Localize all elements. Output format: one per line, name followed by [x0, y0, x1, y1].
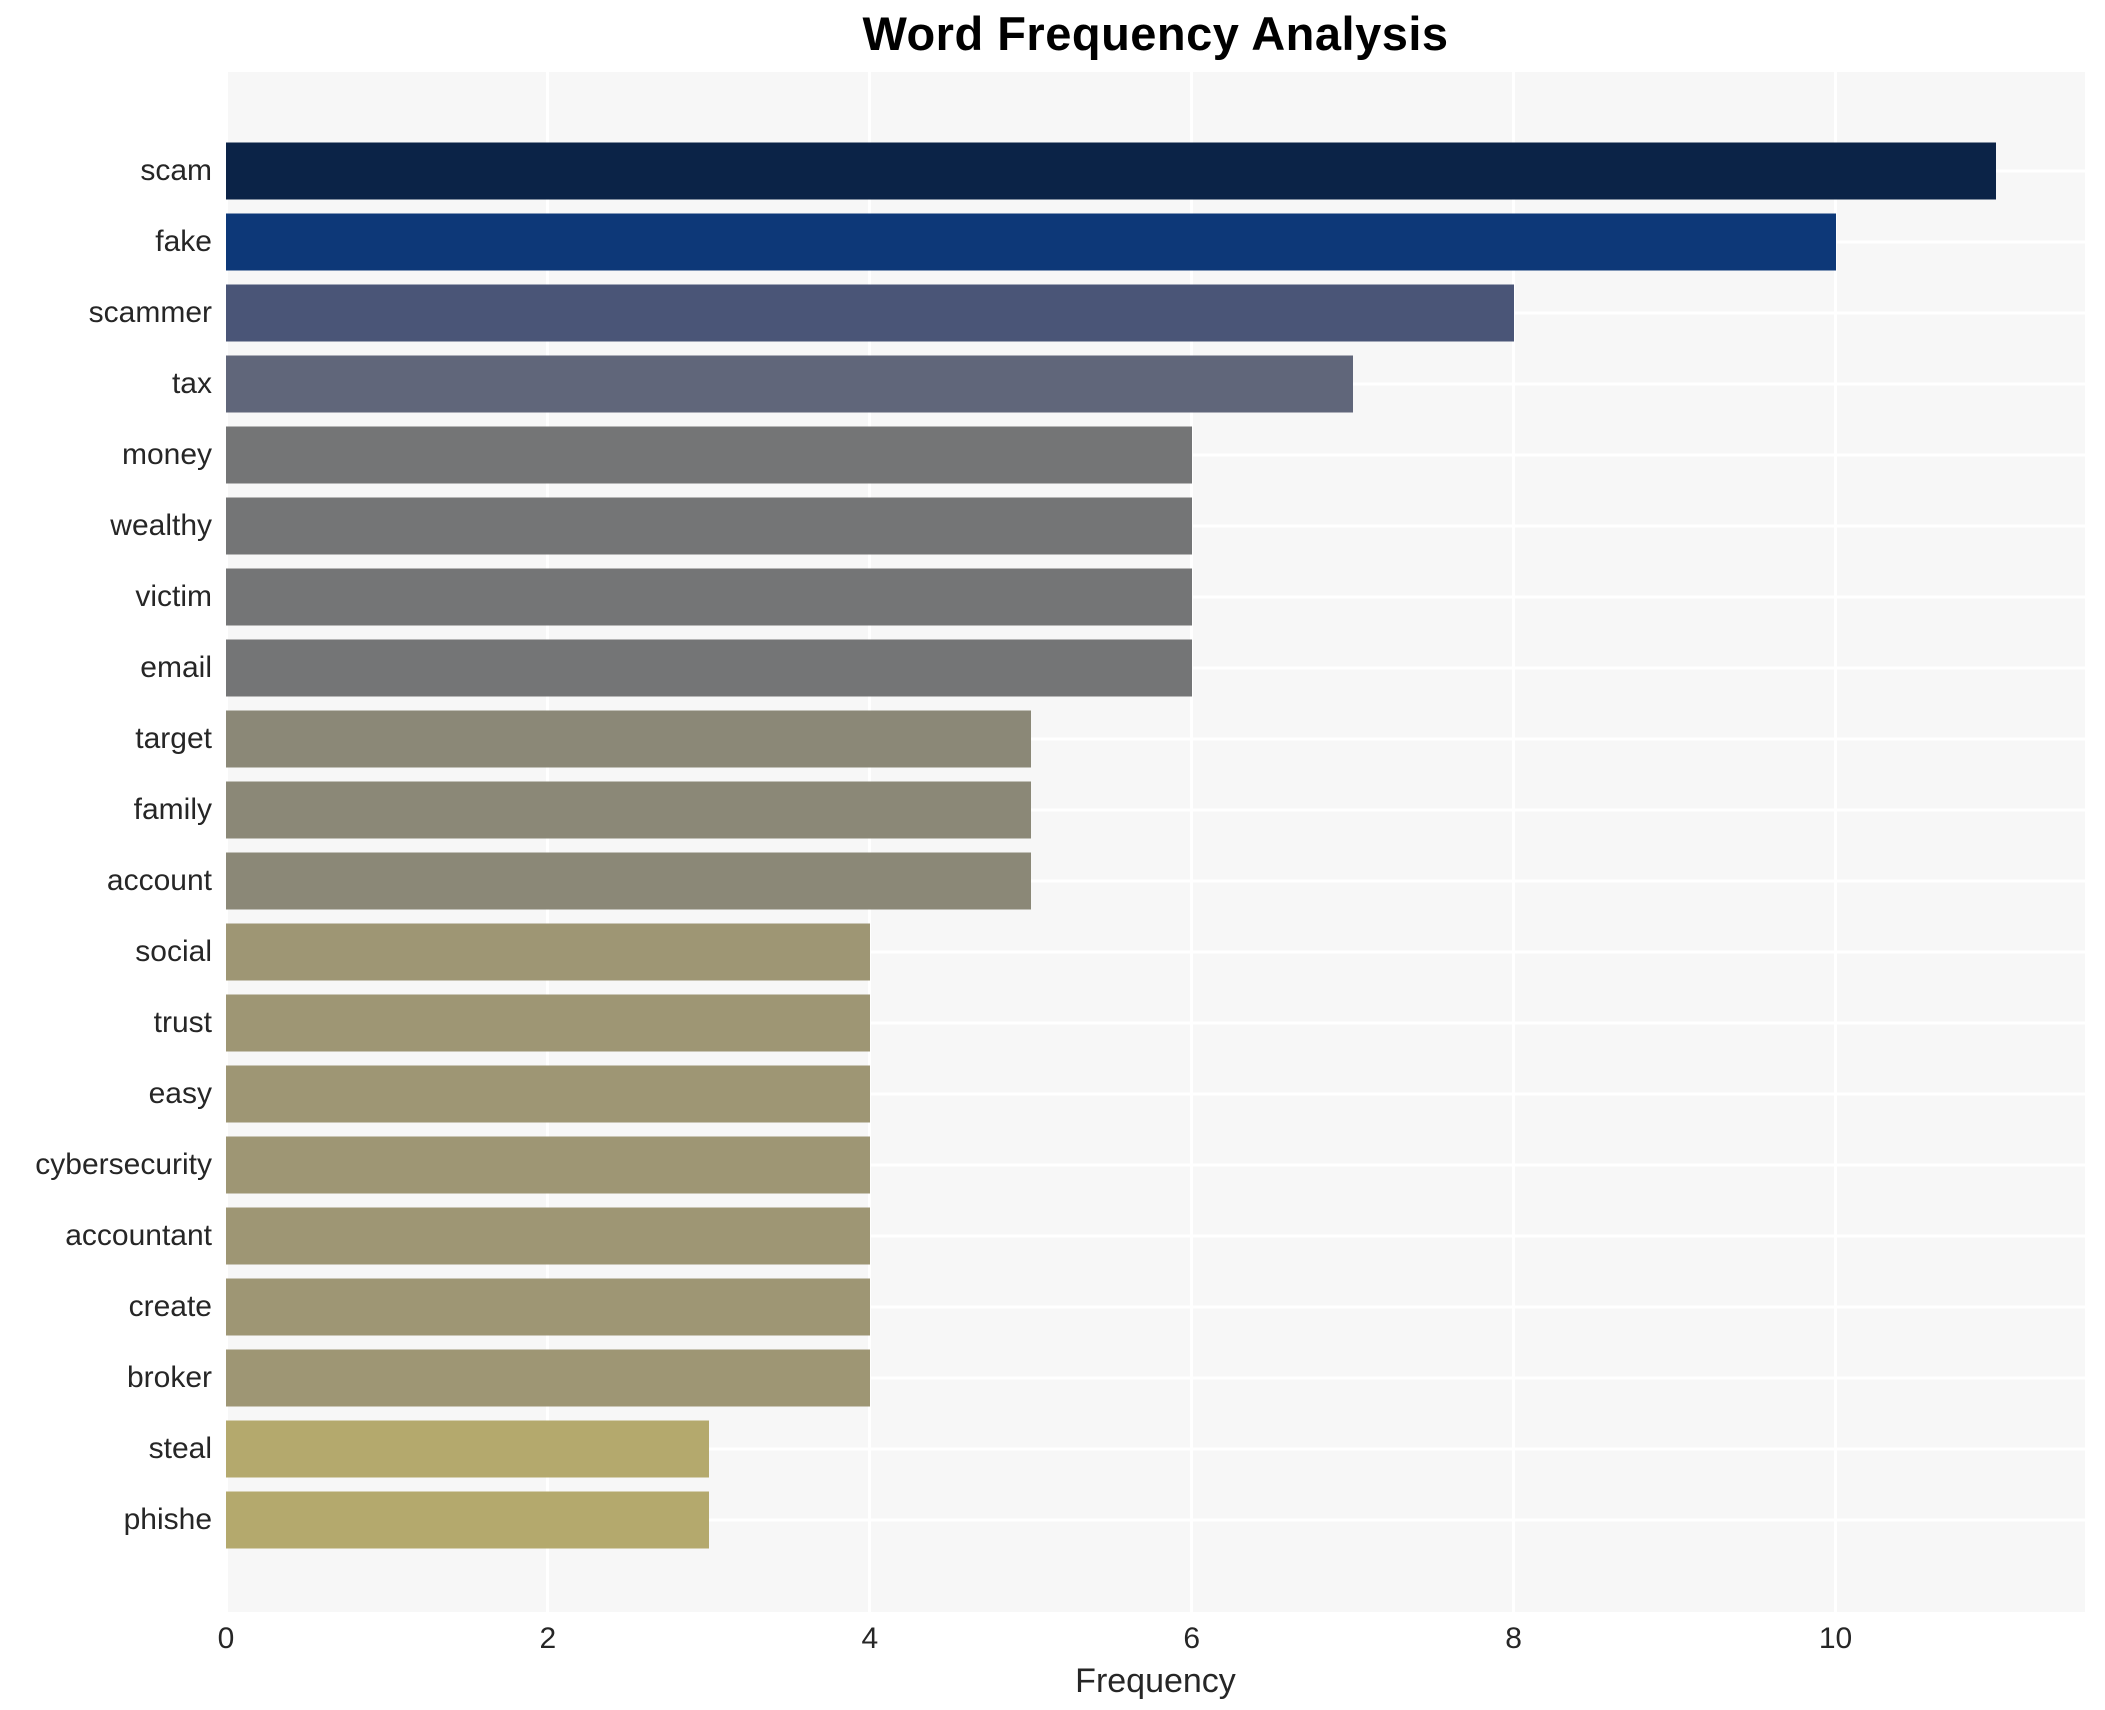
- y-tick-label-victim: victim: [135, 579, 212, 613]
- x-axis-label: Frequency: [1075, 1662, 1236, 1700]
- y-tick-label-scammer: scammer: [88, 295, 212, 329]
- bar-phishe: [226, 1491, 709, 1548]
- bar-row-trust: [226, 987, 2085, 1058]
- plot-area: [224, 72, 2085, 1612]
- bar-row-family: [226, 774, 2085, 845]
- y-tick-label-steal: steal: [148, 1431, 212, 1465]
- bar-row-money: [226, 419, 2085, 490]
- bar-row-scammer: [226, 277, 2085, 348]
- bar-row-broker: [226, 1342, 2085, 1413]
- bar-account: [226, 852, 1031, 909]
- y-tick-label-broker: broker: [126, 1360, 212, 1394]
- vertical-gridline: [1834, 72, 1838, 1612]
- y-tick-label-account: account: [106, 863, 212, 897]
- bar-row-scam: [226, 135, 2085, 206]
- vertical-gridline: [546, 72, 550, 1612]
- vertical-gridline: [868, 72, 872, 1612]
- bar-email: [226, 639, 1192, 696]
- horizontal-gridline: [226, 1163, 2085, 1166]
- bar-accountant: [226, 1207, 870, 1264]
- x-axis-tick-labels: 0 2 4 6 8 10: [218, 1622, 2085, 1662]
- bar-row-account: [226, 845, 2085, 916]
- bar-row-email: [226, 632, 2085, 703]
- horizontal-gridline: [226, 879, 2085, 882]
- bar-scam: [226, 142, 1997, 199]
- y-axis-labels: scam fake scammer tax money wealthy victim emai…: [0, 135, 212, 1555]
- bar-row-phishe: [226, 1484, 2085, 1555]
- bar-row-social: [226, 916, 2085, 987]
- bar-rows: [226, 72, 2085, 1612]
- x-tick-label-10: 10: [1818, 1622, 1853, 1655]
- horizontal-gridline: [226, 1305, 2085, 1308]
- bar-row-target: [226, 703, 2085, 774]
- y-tick-label-wealthy: wealthy: [110, 508, 212, 542]
- bar-money: [226, 426, 1192, 483]
- bar-easy: [226, 1065, 870, 1122]
- bar-scammer: [226, 284, 1514, 341]
- horizontal-gridline: [226, 1518, 2085, 1521]
- y-tick-label-email: email: [140, 650, 212, 684]
- vertical-gridline: [224, 72, 228, 1612]
- y-tick-label-family: family: [133, 792, 212, 826]
- bar-row-easy: [226, 1058, 2085, 1129]
- bar-row-cybersecurity: [226, 1129, 2085, 1200]
- y-tick-label-create: create: [128, 1289, 212, 1323]
- bar-trust: [226, 994, 870, 1051]
- horizontal-gridline: [226, 1021, 2085, 1024]
- bar-social: [226, 923, 870, 980]
- bar-cybersecurity: [226, 1136, 870, 1193]
- horizontal-gridline: [226, 1447, 2085, 1450]
- y-tick-label-tax: tax: [171, 366, 212, 400]
- bar-row-wealthy: [226, 490, 2085, 561]
- x-tick-label-0: 0: [217, 1622, 235, 1655]
- vertical-gridline: [1190, 72, 1194, 1612]
- bar-row-accountant: [226, 1200, 2085, 1271]
- horizontal-gridline: [226, 1376, 2085, 1379]
- horizontal-gridline: [226, 950, 2085, 953]
- bar-row-create: [226, 1271, 2085, 1342]
- bar-row-victim: [226, 561, 2085, 632]
- y-tick-label-fake: fake: [155, 224, 212, 258]
- vertical-gridline: [1512, 72, 1516, 1612]
- chart-title: Word Frequency Analysis: [862, 7, 1449, 60]
- bar-wealthy: [226, 497, 1192, 554]
- bar-row-tax: [226, 348, 2085, 419]
- y-tick-label-phishe: phishe: [123, 1502, 212, 1536]
- x-tick-label-8: 8: [1505, 1622, 1522, 1655]
- x-tick-label-2: 2: [539, 1622, 557, 1655]
- x-tick-label-4: 4: [861, 1622, 879, 1655]
- y-tick-label-target: target: [135, 721, 212, 755]
- bar-steal: [226, 1420, 709, 1477]
- bar-victim: [226, 568, 1192, 625]
- bar-create: [226, 1278, 870, 1335]
- y-tick-label-accountant: accountant: [65, 1218, 212, 1252]
- x-tick-label-6: 6: [1183, 1622, 1201, 1655]
- y-tick-label-trust: trust: [153, 1005, 212, 1039]
- y-tick-label-scam: scam: [140, 153, 212, 187]
- bar-family: [226, 781, 1031, 838]
- y-tick-label-cybersecurity: cybersecurity: [35, 1147, 212, 1181]
- bar-tax: [226, 355, 1353, 412]
- horizontal-gridline: [226, 737, 2085, 740]
- bar-broker: [226, 1349, 870, 1406]
- bar-fake: [226, 213, 1836, 270]
- y-tick-label-easy: easy: [148, 1076, 212, 1110]
- bar-target: [226, 710, 1031, 767]
- horizontal-gridline: [226, 1092, 2085, 1095]
- bar-row-fake: [226, 206, 2085, 277]
- y-tick-label-money: money: [121, 437, 212, 471]
- horizontal-gridline: [226, 1234, 2085, 1237]
- horizontal-gridline: [226, 808, 2085, 811]
- bar-row-steal: [226, 1413, 2085, 1484]
- y-tick-label-social: social: [135, 934, 212, 968]
